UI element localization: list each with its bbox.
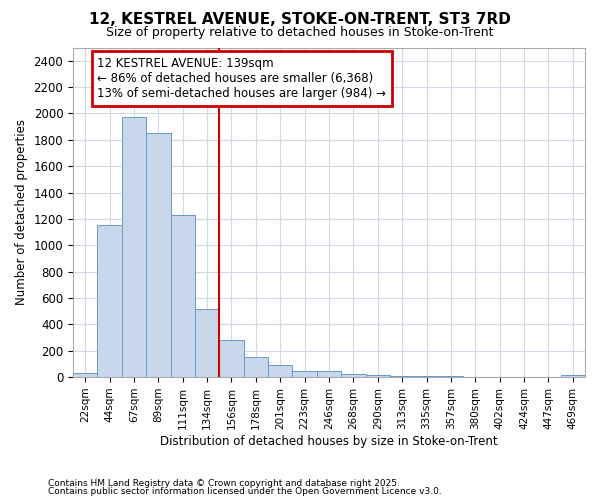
Bar xyxy=(390,376,415,377)
Bar xyxy=(220,340,244,377)
Bar xyxy=(317,371,341,377)
Bar xyxy=(292,371,317,377)
Bar xyxy=(146,133,170,377)
Bar xyxy=(122,118,146,377)
Bar xyxy=(268,365,292,377)
Text: Contains public sector information licensed under the Open Government Licence v3: Contains public sector information licen… xyxy=(48,487,442,496)
Text: Contains HM Land Registry data © Crown copyright and database right 2025.: Contains HM Land Registry data © Crown c… xyxy=(48,478,400,488)
Y-axis label: Number of detached properties: Number of detached properties xyxy=(15,120,28,306)
Bar xyxy=(365,375,390,377)
X-axis label: Distribution of detached houses by size in Stoke-on-Trent: Distribution of detached houses by size … xyxy=(160,434,498,448)
Bar xyxy=(341,374,365,377)
Bar xyxy=(195,308,220,377)
Bar xyxy=(97,226,122,377)
Bar xyxy=(415,376,439,377)
Bar xyxy=(244,358,268,377)
Text: 12, KESTREL AVENUE, STOKE-ON-TRENT, ST3 7RD: 12, KESTREL AVENUE, STOKE-ON-TRENT, ST3 … xyxy=(89,12,511,28)
Bar xyxy=(73,373,97,377)
Text: Size of property relative to detached houses in Stoke-on-Trent: Size of property relative to detached ho… xyxy=(106,26,494,39)
Bar xyxy=(170,215,195,377)
Text: 12 KESTREL AVENUE: 139sqm
← 86% of detached houses are smaller (6,368)
13% of se: 12 KESTREL AVENUE: 139sqm ← 86% of detac… xyxy=(97,56,386,100)
Bar xyxy=(560,375,585,377)
Bar xyxy=(439,376,463,377)
Bar xyxy=(463,376,487,377)
